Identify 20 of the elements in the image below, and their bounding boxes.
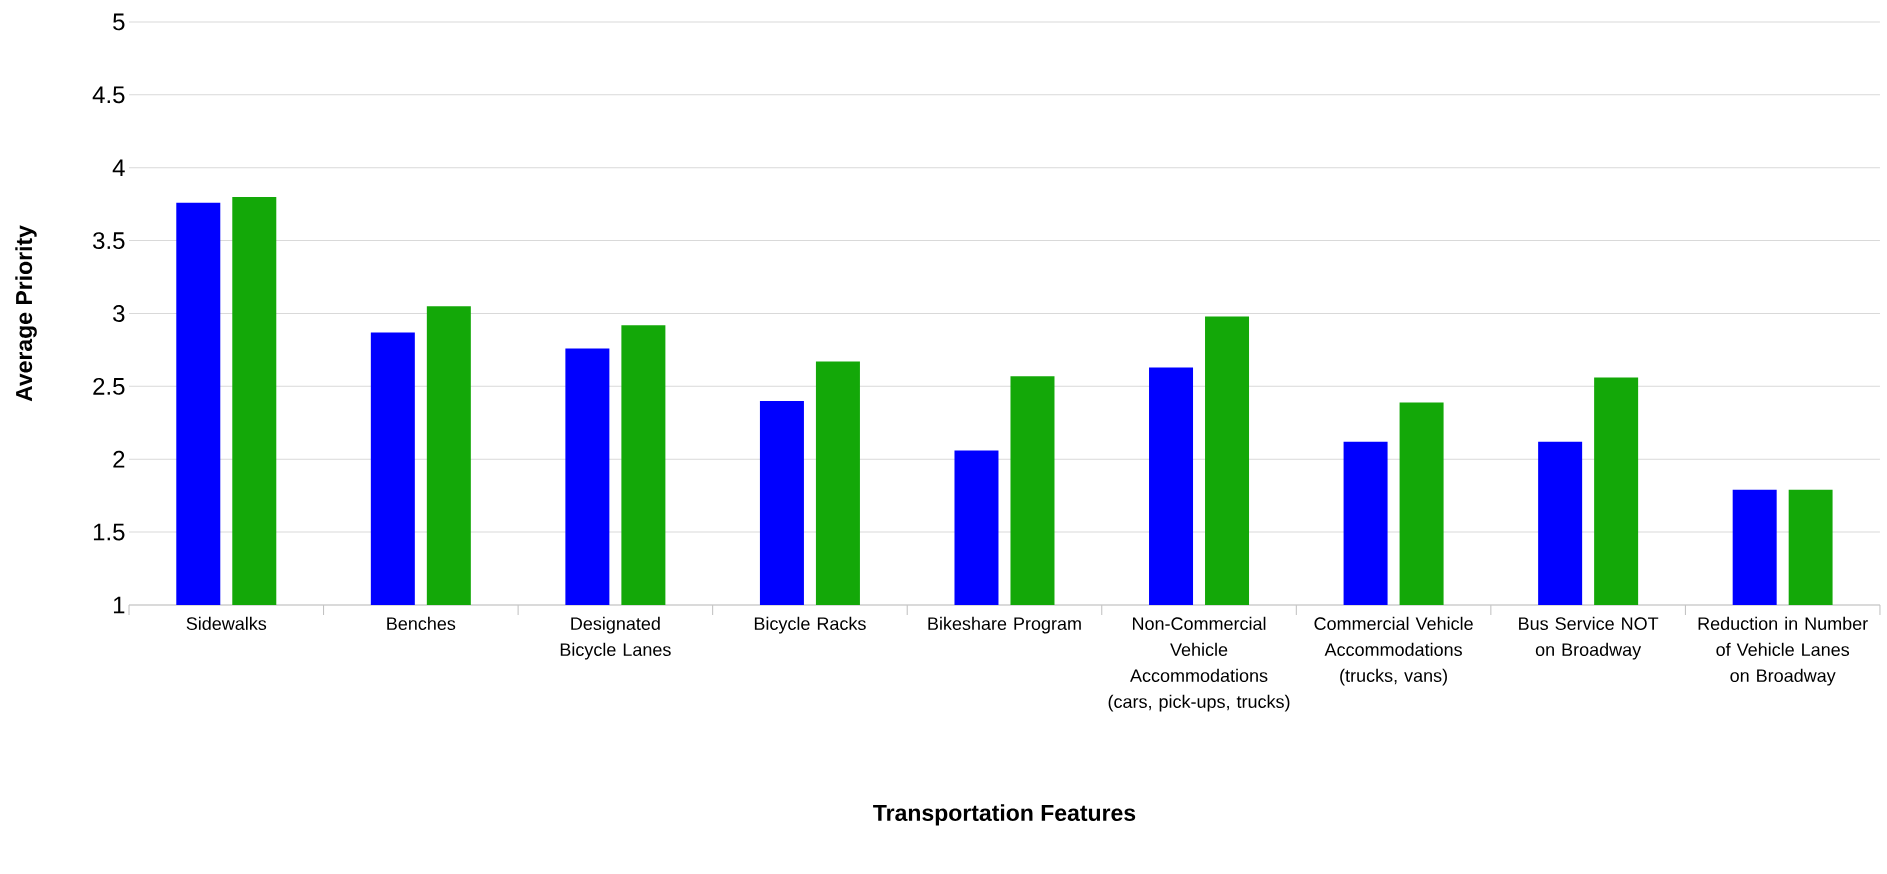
y-tick-label: 5 — [113, 13, 125, 31]
y-tick-label: 3 — [113, 305, 125, 322]
y-tick-label: 3.5 — [93, 232, 125, 250]
x-axis-title: Transportation Features — [873, 804, 1136, 826]
x-tick-label: Benches — [387, 616, 456, 630]
x-tick-label: Commercial Vehicle Accommodations (trucks, vans) — [1314, 616, 1473, 686]
x-tick-label: Reduction in Number of Vehicle Lanes on Broadway — [1698, 616, 1868, 686]
x-tick-label: Bus Service NOT on Broadway — [1519, 616, 1659, 660]
y-axis-title: Average Priority — [15, 225, 37, 402]
x-tick-label: Non-Commercial Vehicle Accommodations (cars, pick-ups, trucks) — [1108, 616, 1290, 712]
y-tick-label: 2.5 — [93, 377, 125, 395]
y-tick-label: 4 — [112, 159, 125, 176]
x-tick-label: Sidewalks — [186, 616, 267, 630]
x-tick-label: Bikeshare Program — [928, 616, 1081, 634]
y-tick-label: 1.5 — [93, 523, 125, 541]
y-tick-label: 2 — [113, 450, 125, 468]
y-tick-label: 4.5 — [92, 86, 125, 104]
x-tick-label: Bicycle Racks — [754, 616, 866, 634]
x-tick-label: Designated Bicycle Lanes — [560, 616, 671, 660]
y-tick-label: 1 — [113, 596, 125, 614]
